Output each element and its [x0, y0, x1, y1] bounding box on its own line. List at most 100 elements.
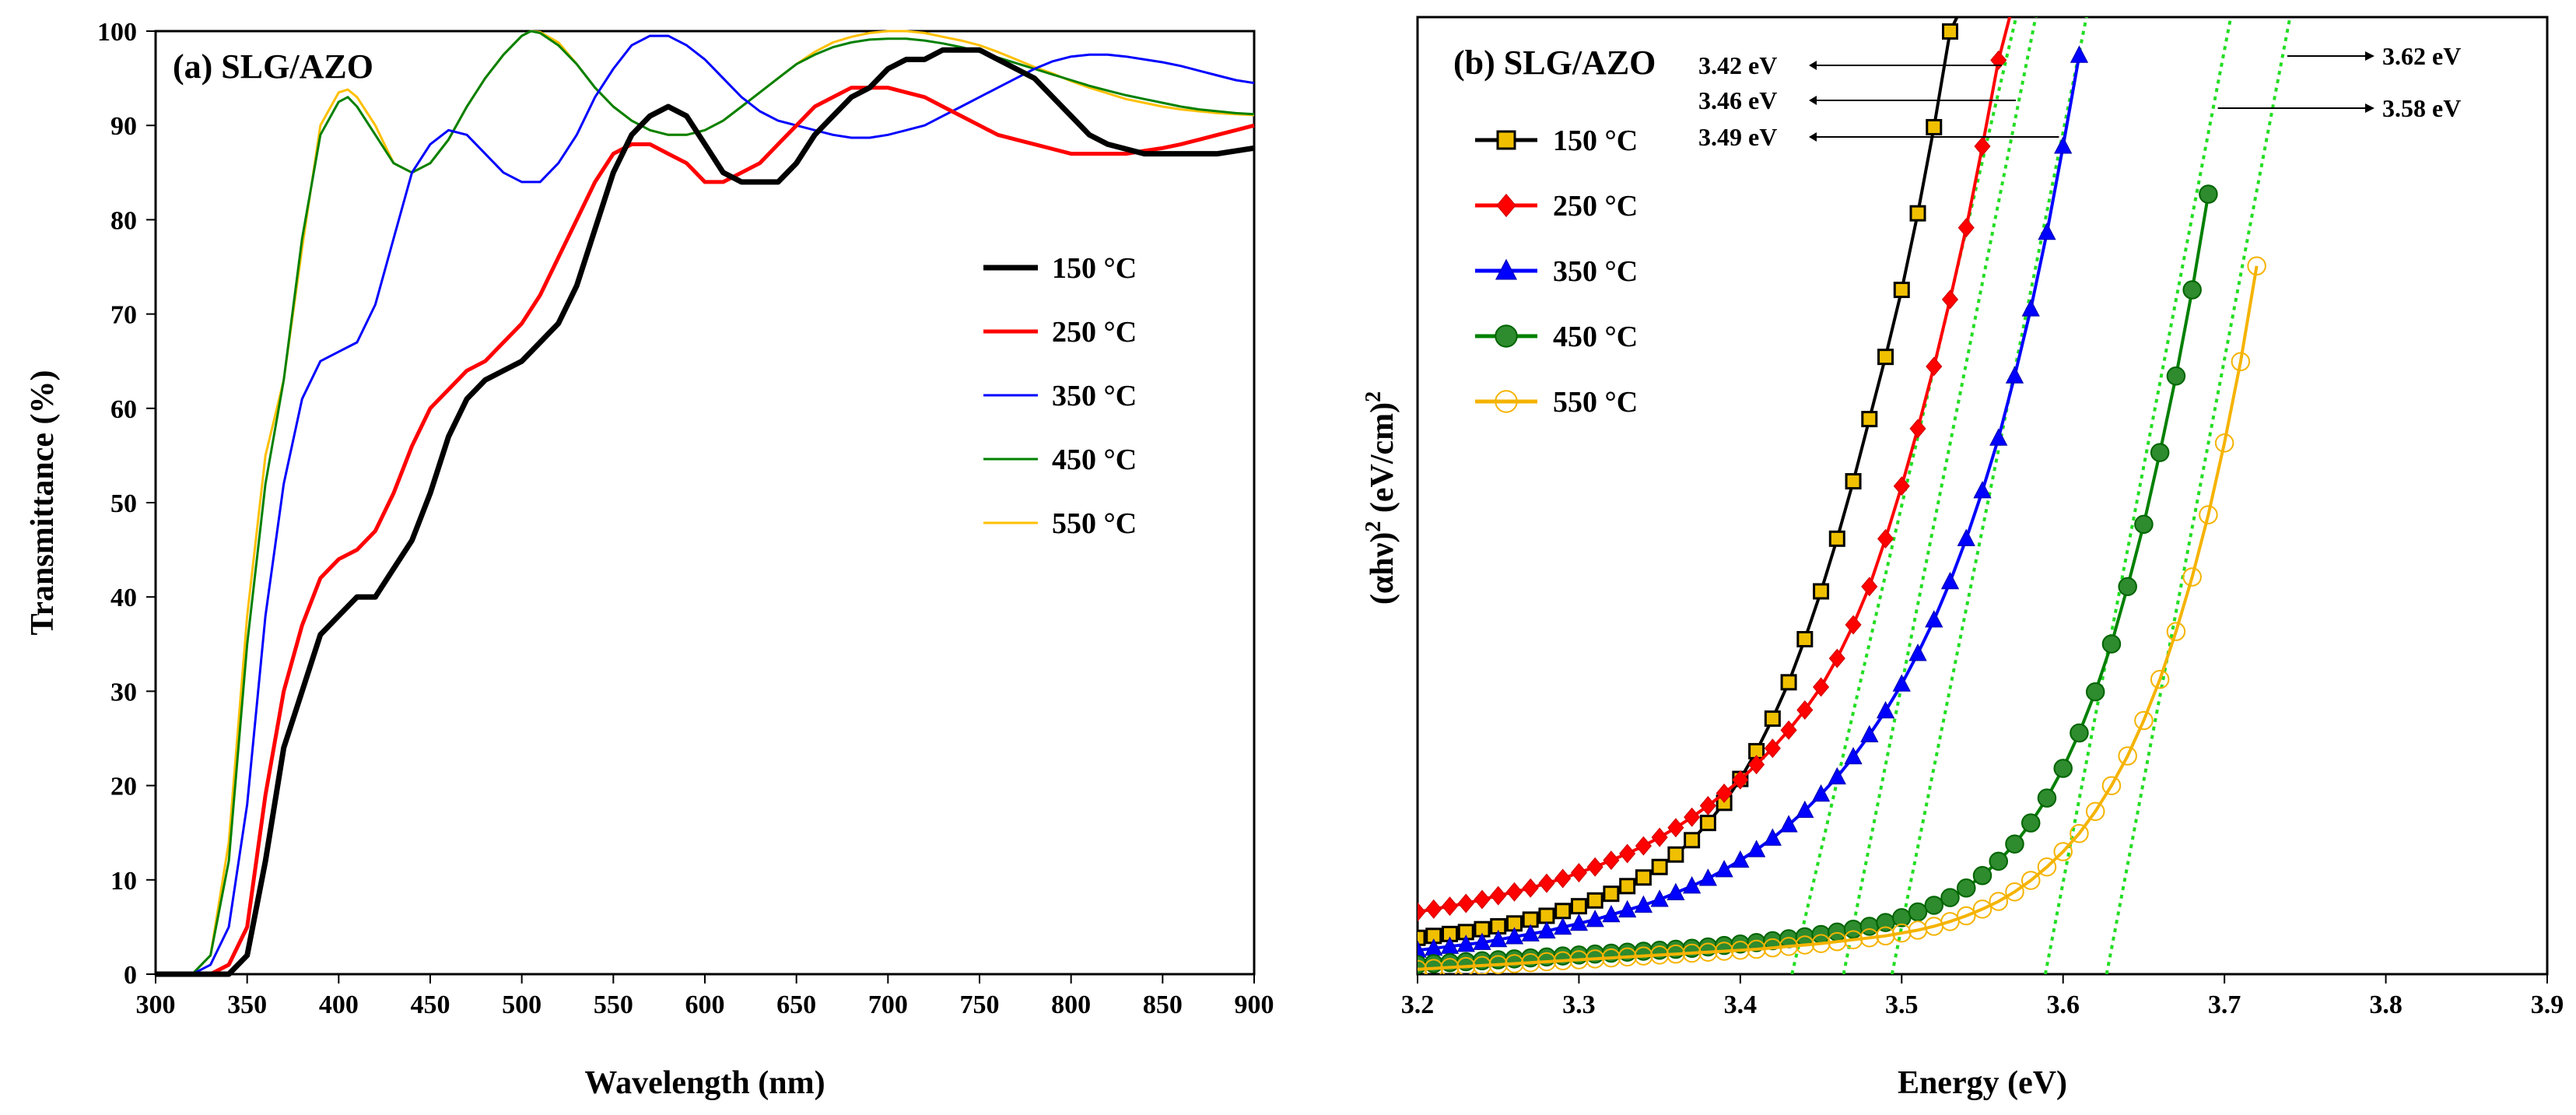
panel-b-data-point [1957, 878, 1976, 898]
panel-a-xtick-label: 750 [960, 991, 1000, 1019]
panel-b-data-point [1730, 941, 1751, 960]
panel-b-data-point [2182, 567, 2202, 587]
panel-b-data-point [1538, 907, 1555, 924]
panel-b-series-3 [1418, 184, 2218, 974]
panel-a-xtick-label: 900 [1235, 991, 1274, 1019]
panel-b-xtick-label: 3.5 [1885, 991, 1919, 1019]
panel-b-data-point [1698, 942, 1718, 962]
panel-b-data-point [1763, 828, 1782, 846]
panel-b-eg-arrowhead [2365, 51, 2374, 61]
panel-a-ylabel: Transmittance (%) [25, 370, 61, 636]
panel-b-data-point [1538, 873, 1555, 893]
panel-a-xtick-label: 600 [685, 991, 725, 1019]
panel-b-data-point [1828, 530, 1845, 547]
panel-b-series [1418, 17, 2266, 974]
panel-a-ytick-label: 50 [110, 489, 137, 518]
panel-b-data-point [1813, 677, 1830, 697]
panel-b-data-point [2134, 710, 2154, 731]
panel-b-data-point [2101, 776, 2122, 795]
panel-b-eg-label: 3.62 eV [2382, 42, 2461, 70]
panel-b-series-4 [1418, 256, 2266, 974]
panel-b-legend-label: 250 °C [1553, 190, 1638, 223]
panel-b-xtick-label: 3.8 [2369, 991, 2403, 1019]
panel-a-ytick-label: 40 [110, 584, 137, 612]
panel-b-data-point [1908, 643, 1927, 661]
panel-a-xtick-label: 550 [594, 991, 633, 1019]
panel-b-ylabel-part2: (eV/cm) [1365, 402, 1400, 521]
panel-b-data-point [1418, 940, 1427, 958]
panel-b-data-point [1764, 738, 1781, 759]
panel-b-data-point [1617, 947, 1637, 967]
panel-b-data-point [1440, 958, 1460, 974]
panel-b-data-point [1569, 913, 1589, 931]
panel-b-data-point [1763, 938, 1782, 958]
panel-b-data-point [2037, 788, 2057, 808]
panel-b-ylabel-sup1: 2 [1362, 521, 1386, 532]
panel-b-data-point [1456, 934, 1475, 952]
panel-b-data-point [1844, 747, 1863, 765]
panel-a-ticks: 300 350 400 450 500 550 600 650 700 750 800 850 900 0… [97, 18, 1274, 1019]
panel-b-data-point [1972, 899, 1992, 919]
panel-b-data-point [1764, 710, 1781, 728]
panel-b-data-point [1586, 892, 1603, 909]
panel-b-data-point [1925, 610, 1943, 628]
panel-b-data-point [1828, 922, 1847, 942]
panel-b-data-point [1569, 950, 1589, 969]
panel-b-data-point [1990, 50, 2007, 70]
panel-b-data-point [1779, 815, 1798, 833]
panel-b-data-point [1495, 390, 1518, 413]
panel-b-data-point [1418, 955, 1428, 974]
panel-b-data-point [1570, 898, 1587, 915]
panel-b-data-point [1892, 674, 1911, 692]
panel-b-data-point [1699, 815, 1716, 832]
panel-b-data-point [1667, 818, 1684, 838]
panel-b-series-0 [1418, 17, 1959, 946]
panel-b-data-point [1553, 951, 1572, 971]
panel-b-data-point [1779, 937, 1799, 956]
panel-b-data-point [1418, 902, 1426, 922]
panel-b-data-point [1747, 939, 1766, 959]
panel-b-data-point [1828, 931, 1847, 952]
panel-b-data-point [1495, 324, 1518, 348]
panel-b-data-point [2134, 514, 2154, 535]
panel-b-data-point [1554, 868, 1572, 889]
panel-a-series [156, 30, 1255, 977]
panel-b-data-point [1520, 952, 1540, 973]
panel-b-data-point [1505, 927, 1524, 945]
panel-b-data-point [1457, 893, 1474, 913]
panel-a-xtick-label: 400 [319, 991, 359, 1019]
panel-b-xtick-label: 3.2 [1401, 991, 1435, 1019]
panel-b-data-point [1684, 807, 1701, 827]
panel-b-ylabel: (αhν)2 (eV/cm)2 [1362, 391, 1400, 605]
panel-b-data-point [1505, 954, 1524, 973]
panel-b-eg-label: 3.58 eV [2382, 94, 2461, 122]
panel-b-data-point [1602, 904, 1621, 923]
panel-b-data-point [1926, 356, 1943, 377]
panel-b-legend-label: 450 °C [1553, 321, 1638, 353]
panel-b-data-point [1940, 571, 1960, 590]
panel-b-fit-line-0 [1790, 17, 2018, 974]
panel-b-data-point [1473, 932, 1491, 950]
panel-b-data-point [1496, 193, 1516, 218]
panel-b-data-point [1926, 118, 1943, 135]
panel-b-data-point [2053, 759, 2073, 778]
panel-b-data-point [1989, 428, 2008, 446]
panel-b-data-point [1909, 205, 1926, 222]
panel-b-eg-label: 3.46 eV [1698, 86, 1777, 114]
panel-b-data-point [1650, 889, 1669, 907]
panel-b-data-point [1747, 840, 1766, 857]
panel-a-xtick-label: 300 [136, 991, 176, 1019]
panel-a-ytick-label: 70 [110, 301, 137, 330]
panel-b-data-point [2085, 801, 2105, 822]
panel-b-xtick-label: 3.3 [1562, 991, 1596, 1019]
panel-b-data-point [1811, 934, 1831, 953]
panel-b-data-point [1942, 23, 1959, 40]
panel-b-data-point [1860, 724, 1879, 742]
panel-a-xtick-label: 850 [1143, 991, 1183, 1019]
panel-a-title: (a) SLG/AZO [173, 47, 373, 86]
panel-b-tauc-plot: 3.2 3.3 3.4 3.5 3.6 3.7 3.8 3.9 3.42 eV3.46 eV3… [1362, 16, 2564, 1101]
panel-b-bandgap-annotations: 3.42 eV 3.46 eV 3.49 eV 3.62 eV 3.58 eV [1698, 42, 2461, 151]
panel-b-data-point [1957, 218, 1975, 238]
panel-b-series-1 [1418, 17, 2012, 922]
panel-b-eg-label: 3.42 eV [1698, 51, 1777, 79]
